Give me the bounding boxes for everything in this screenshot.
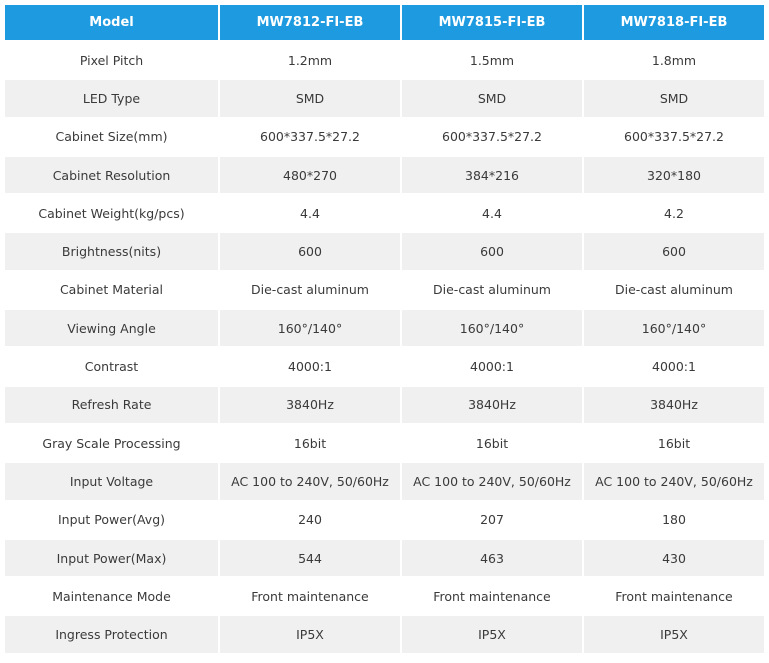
table-cell: 384*216 bbox=[402, 156, 582, 194]
table-cell: 544 bbox=[220, 539, 400, 577]
row-label: Input Voltage bbox=[5, 463, 218, 500]
table-cell: SMD bbox=[402, 80, 582, 117]
table-row: Ingress Protection IP5X IP5X IP5X bbox=[5, 616, 764, 653]
table-cell: Front maintenance bbox=[433, 588, 551, 604]
table-cell: 4000:1 bbox=[288, 359, 332, 375]
table-cell: 180 bbox=[662, 512, 686, 528]
row-label: Maintenance Mode bbox=[52, 588, 171, 604]
table-row: Viewing Angle 160°/140° 160°/140° 160°/140° bbox=[5, 310, 764, 347]
row-label: Contrast bbox=[84, 359, 139, 375]
row-label: Ingress Protection bbox=[5, 616, 218, 653]
table-row: Contrast 4000:1 4000:1 4000:1 bbox=[5, 348, 764, 384]
table-cell: 600 bbox=[584, 233, 764, 270]
row-label: Cabinet Size(mm) bbox=[55, 129, 168, 145]
row-label: Cabinet Material bbox=[59, 282, 164, 298]
table-row: Refresh Rate 3840Hz 3840Hz 3840Hz bbox=[5, 386, 764, 423]
table-cell: 600*337.5*27.2 bbox=[442, 129, 542, 145]
table-cell: 1.2mm bbox=[287, 52, 333, 68]
table-cell: 4.2 bbox=[664, 205, 684, 221]
row-label: Viewing Angle bbox=[5, 310, 218, 347]
row-label: Gray Scale Processing bbox=[42, 435, 181, 451]
table-cell: 16bit bbox=[475, 435, 509, 451]
table-row: Cabinet Weight(kg/pcs) 4.4 4.4 4.2 bbox=[5, 195, 764, 231]
table-cell: AC 100 to 240V, 50/60Hz bbox=[584, 463, 764, 500]
header-row: Model MW7812-FI-EB MW7815-FI-EB MW7818-FI-E… bbox=[5, 5, 764, 40]
header-cell: MW7815-FI-EB bbox=[402, 5, 582, 40]
table-cell: 600*337.5*27.2 bbox=[260, 129, 360, 145]
header-cell: MW7818-FI-EB bbox=[584, 5, 764, 40]
row-label: Input Power(Max) bbox=[5, 539, 218, 577]
table-cell: 320*180 bbox=[584, 156, 764, 194]
table-cell: 480*270 bbox=[220, 156, 400, 194]
table-cell: 4.4 bbox=[300, 205, 320, 221]
table-row: Input Power(Max) 544 463 430 bbox=[5, 539, 764, 577]
table-cell: Die-cast aluminum bbox=[433, 282, 551, 298]
table-cell: SMD bbox=[220, 80, 400, 117]
table-row: Cabinet Size(mm) 600*337.5*27.2 600*337.5*… bbox=[5, 119, 764, 155]
table-cell: Die-cast aluminum bbox=[251, 282, 369, 298]
table-cell: IP5X bbox=[402, 616, 582, 653]
table-cell: AC 100 to 240V, 50/60Hz bbox=[220, 463, 400, 500]
table-cell: 4000:1 bbox=[470, 359, 514, 375]
table-cell: 160°/140° bbox=[220, 310, 400, 347]
table-cell: 3840Hz bbox=[220, 386, 400, 423]
spec-table: Model MW7812-FI-EB MW7815-FI-EB MW7818-FI-E… bbox=[3, 3, 766, 655]
table-cell: SMD bbox=[584, 80, 764, 117]
table-cell: 16bit bbox=[293, 435, 327, 451]
table-cell: 4000:1 bbox=[652, 359, 696, 375]
table-row: Brightness(nits) 600 600 600 bbox=[5, 233, 764, 270]
table-cell: 1.8mm bbox=[651, 52, 697, 68]
table-cell: 207 bbox=[480, 512, 504, 528]
table-cell: 240 bbox=[298, 512, 322, 528]
table-row: Input Voltage AC 100 to 240V, 50/60Hz AC 1… bbox=[5, 463, 764, 500]
table-cell: Die-cast aluminum bbox=[615, 282, 733, 298]
table-cell: 1.5mm bbox=[469, 52, 515, 68]
table-cell: 3840Hz bbox=[402, 386, 582, 423]
row-label: Cabinet Weight(kg/pcs) bbox=[38, 205, 185, 221]
table-row: LED Type SMD SMD SMD bbox=[5, 80, 764, 117]
table-cell: 3840Hz bbox=[584, 386, 764, 423]
table-cell: IP5X bbox=[220, 616, 400, 653]
table-row: Input Power(Avg) 240 207 180 bbox=[5, 502, 764, 538]
header-cell: MW7812-FI-EB bbox=[220, 5, 400, 40]
row-label: LED Type bbox=[5, 80, 218, 117]
row-label: Brightness(nits) bbox=[5, 233, 218, 270]
table-cell: 160°/140° bbox=[584, 310, 764, 347]
table-cell: 16bit bbox=[657, 435, 691, 451]
table-cell: 4.4 bbox=[482, 205, 502, 221]
row-label: Input Power(Avg) bbox=[57, 512, 166, 528]
table-cell: AC 100 to 240V, 50/60Hz bbox=[402, 463, 582, 500]
table-cell: 600 bbox=[402, 233, 582, 270]
table-row: Cabinet Material Die-cast aluminum Die-cas… bbox=[5, 272, 764, 308]
table-cell: 600*337.5*27.2 bbox=[624, 129, 724, 145]
table-cell: IP5X bbox=[584, 616, 764, 653]
row-label: Refresh Rate bbox=[5, 386, 218, 423]
table-cell: 600 bbox=[220, 233, 400, 270]
table-cell: Front maintenance bbox=[615, 588, 733, 604]
row-label: Pixel Pitch bbox=[79, 52, 144, 68]
table-cell: 463 bbox=[402, 539, 582, 577]
row-label: Cabinet Resolution bbox=[5, 156, 218, 194]
table-row: Maintenance Mode Front maintenance Front m… bbox=[5, 578, 764, 614]
table-body: Pixel Pitch 1.2mm 1.5mm 1.8mm LED Type SMD SMD… bbox=[5, 42, 764, 653]
header-cell: Model bbox=[5, 5, 218, 40]
table-row: Cabinet Resolution 480*270 384*216 320*180 bbox=[5, 156, 764, 194]
table-row: Gray Scale Processing 16bit 16bit 16bit bbox=[5, 425, 764, 461]
table-cell: 430 bbox=[584, 539, 764, 577]
table-cell: 160°/140° bbox=[402, 310, 582, 347]
table-row: Pixel Pitch 1.2mm 1.5mm 1.8mm bbox=[5, 42, 764, 78]
table-cell: Front maintenance bbox=[251, 588, 369, 604]
